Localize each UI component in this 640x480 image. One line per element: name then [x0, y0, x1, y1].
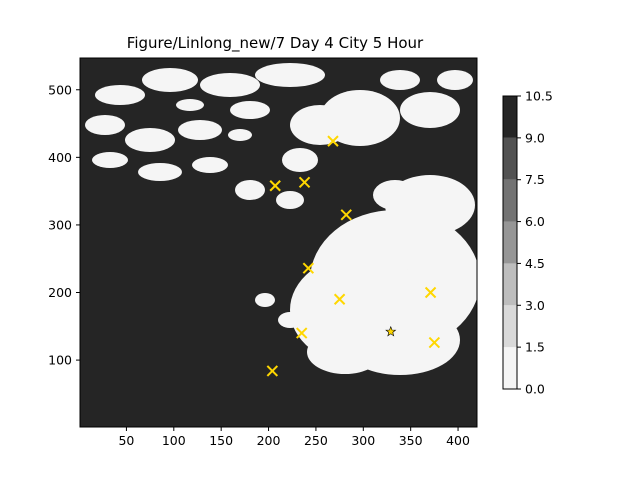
light-region [308, 312, 352, 348]
x-marker [296, 327, 308, 339]
x-marker-stroke [298, 176, 311, 189]
x-marker-stroke [428, 336, 441, 349]
colorbar-band [503, 137, 517, 180]
x-marker [302, 262, 315, 274]
plot-frame [79, 57, 478, 428]
colorbar-frame [502, 95, 518, 390]
colorbar-band [503, 305, 517, 348]
colorbar-band [503, 96, 517, 138]
y-tick-label: 300 [48, 217, 72, 232]
chart-title: Figure/Linlong_new/7 Day 4 City 5 Hour [127, 34, 424, 53]
contour-field [80, 58, 477, 427]
y-tick-label: 500 [48, 82, 72, 97]
x-marker [428, 336, 441, 349]
x-marker [333, 293, 346, 305]
x-tick-label: 350 [399, 433, 423, 448]
y-tick-label: 400 [48, 150, 72, 165]
x-marker-stroke [424, 286, 437, 299]
x-tick-label: 400 [446, 433, 470, 448]
x-marker-stroke [266, 365, 279, 377]
light-region [255, 63, 325, 87]
colorbar-band [503, 221, 517, 264]
x-marker [269, 180, 281, 192]
colorbar: 0.0 1.5 3.0 4.5 6.0 7.5 9.0 10.5 [502, 89, 553, 397]
x-marker-stroke [269, 180, 281, 192]
light-region [178, 120, 222, 140]
light-region [176, 99, 204, 111]
x-tick-label: 50 [118, 433, 134, 448]
colorbar-tick-label: 10.5 [525, 89, 553, 104]
x-tick-label: 300 [351, 433, 375, 448]
colorbar-band [503, 179, 517, 222]
light-region [85, 115, 125, 135]
x-marker-stroke [296, 327, 308, 339]
light-region [380, 70, 420, 90]
colorbar-tick-label: 7.5 [525, 172, 545, 187]
light-region [276, 191, 304, 209]
light-region [142, 68, 198, 92]
x-marker-stroke [333, 293, 346, 305]
colorbar-band [503, 263, 517, 306]
light-region [437, 70, 473, 90]
x-marker [424, 286, 437, 299]
light-region [373, 180, 417, 210]
marker-layer [266, 135, 441, 377]
x-tick-label: 200 [257, 433, 281, 448]
light-region [400, 92, 460, 128]
colorbar-tick-label: 3.0 [525, 298, 545, 313]
light-region [192, 157, 228, 173]
light-region [235, 180, 265, 200]
light-region [95, 85, 145, 105]
x-marker [327, 135, 339, 147]
y-axis: 100 200 300 400 500 [48, 82, 80, 368]
light-region [230, 101, 270, 119]
star-marker [385, 325, 397, 337]
colorbar-band [503, 347, 517, 389]
colorbar-tick-label: 4.5 [525, 256, 545, 271]
light-region [278, 312, 302, 328]
y-tick-label: 200 [48, 285, 72, 300]
x-marker-stroke [340, 209, 352, 221]
x-tick-label: 250 [304, 433, 328, 448]
x-tick-label: 100 [162, 433, 186, 448]
x-marker [340, 209, 352, 221]
light-region [228, 129, 252, 141]
light-regions [85, 63, 477, 375]
colorbar-tick-label: 6.0 [525, 214, 545, 229]
x-marker-stroke [327, 135, 339, 147]
light-region [290, 105, 350, 145]
light-region [255, 293, 275, 307]
colorbar-tick-label: 1.5 [525, 340, 545, 355]
light-region [138, 163, 182, 181]
x-marker [298, 176, 311, 189]
colorbar-tick-label: 0.0 [525, 382, 545, 397]
light-region [200, 73, 260, 97]
light-region [92, 152, 128, 168]
y-tick-label: 100 [48, 353, 72, 368]
x-marker [266, 365, 279, 377]
x-tick-label: 150 [209, 433, 233, 448]
x-marker-stroke [302, 262, 315, 274]
light-region [125, 128, 175, 152]
colorbar-tick-label: 9.0 [525, 130, 545, 145]
x-axis: 50 100 150 200 250 300 350 400 [118, 427, 470, 448]
light-region [282, 148, 318, 172]
